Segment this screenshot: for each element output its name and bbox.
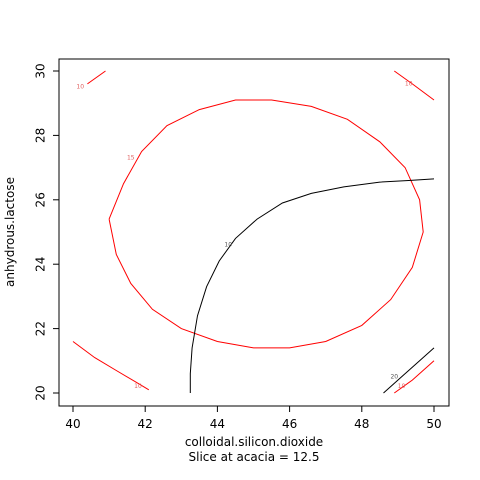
x-tick-label: 50 xyxy=(426,417,441,431)
contour-label: 10 xyxy=(224,241,232,248)
x-tick-label: 48 xyxy=(354,417,369,431)
y-tick-label: 30 xyxy=(34,63,48,78)
contour-line xyxy=(72,341,150,391)
contour-label: 15 xyxy=(127,154,135,161)
contour-label: 10 xyxy=(134,383,142,390)
y-tick-label: 24 xyxy=(34,257,48,272)
contour-label: 10 xyxy=(405,80,413,87)
x-tick-label: 46 xyxy=(282,417,297,431)
x-tick-label: 40 xyxy=(65,417,80,431)
chart-subtitle: Slice at acacia = 12.5 xyxy=(189,450,320,464)
y-tick-label: 28 xyxy=(34,128,48,143)
contour-line xyxy=(87,70,106,85)
contour-label: 20 xyxy=(390,373,398,380)
contour-line xyxy=(108,99,424,349)
contour-line xyxy=(383,347,435,394)
y-axis: 20 22 24 26 28 30 xyxy=(34,63,60,401)
contour-line xyxy=(189,178,435,393)
y-tick-label: 20 xyxy=(34,385,48,400)
x-axis-title: colloidal.silicon.dioxide xyxy=(185,435,323,449)
y-axis-title: anhydrous.lactose xyxy=(3,177,17,287)
y-tick-label: 26 xyxy=(34,192,48,207)
contour-line xyxy=(394,360,435,394)
x-tick-label: 42 xyxy=(138,417,153,431)
y-tick-label: 22 xyxy=(34,321,48,336)
contour-line xyxy=(394,70,435,101)
contour-label: 10 xyxy=(76,84,84,91)
plot-frame xyxy=(58,58,450,407)
x-tick-label: 44 xyxy=(210,417,225,431)
x-axis: 40 42 44 46 48 50 xyxy=(65,405,442,431)
contour-label: 10 xyxy=(398,383,406,390)
